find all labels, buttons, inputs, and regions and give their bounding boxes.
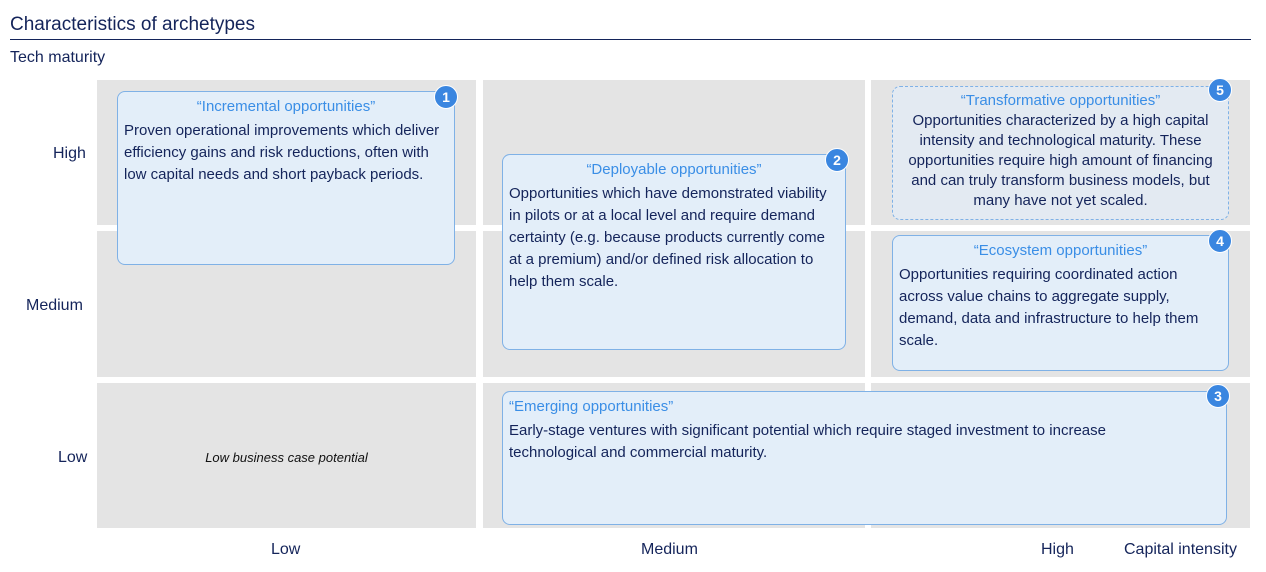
box-title: “Deployable opportunities” [586, 161, 762, 178]
x-tick-low: Low [271, 541, 301, 558]
x-axis-label: Capital intensity [1124, 541, 1237, 558]
title-divider [10, 39, 1251, 40]
diagram-title: Characteristics of archetypes [10, 14, 255, 35]
grid-cell [97, 383, 476, 528]
box-text: Early-stage ventures with significant po… [509, 422, 1106, 461]
box-title: “Transformative opportunities” [960, 92, 1161, 109]
number-badge: 1 [434, 85, 458, 109]
box-text: Opportunities characterized by a high ca… [908, 112, 1213, 209]
low-business-case-note: Low business case potential [205, 450, 368, 465]
archetype-box-transformative: “Transformative opportunities” Opportuni… [892, 86, 1229, 220]
y-tick-medium: Medium [26, 297, 83, 314]
box-text: Opportunities requiring coordinated acti… [899, 266, 1199, 349]
y-tick-high: High [53, 145, 86, 162]
number-badge: 2 [825, 148, 849, 172]
number-badge: 5 [1208, 78, 1232, 102]
box-title: “Ecosystem opportunities” [973, 242, 1148, 259]
box-text: Opportunities which have demonstrated vi… [509, 185, 827, 290]
box-text: Proven operational improvements which de… [124, 122, 440, 183]
box-title: “Emerging opportunities” [509, 398, 674, 415]
archetype-box-emerging: “Emerging opportunities” Early-stage ven… [502, 391, 1227, 525]
y-axis-label: Tech maturity [10, 49, 106, 66]
y-tick-low: Low [58, 449, 88, 466]
number-badge: 4 [1208, 229, 1232, 253]
x-tick-high: High [1041, 541, 1074, 558]
archetype-box-incremental: “Incremental opportunities” Proven opera… [117, 91, 455, 265]
archetype-box-ecosystem: “Ecosystem opportunities” Opportunities … [892, 235, 1229, 371]
archetype-box-deployable: “Deployable opportunities” Opportunities… [502, 154, 846, 350]
x-tick-medium: Medium [641, 541, 698, 558]
number-badge: 3 [1206, 384, 1230, 408]
box-title: “Incremental opportunities” [196, 98, 376, 115]
